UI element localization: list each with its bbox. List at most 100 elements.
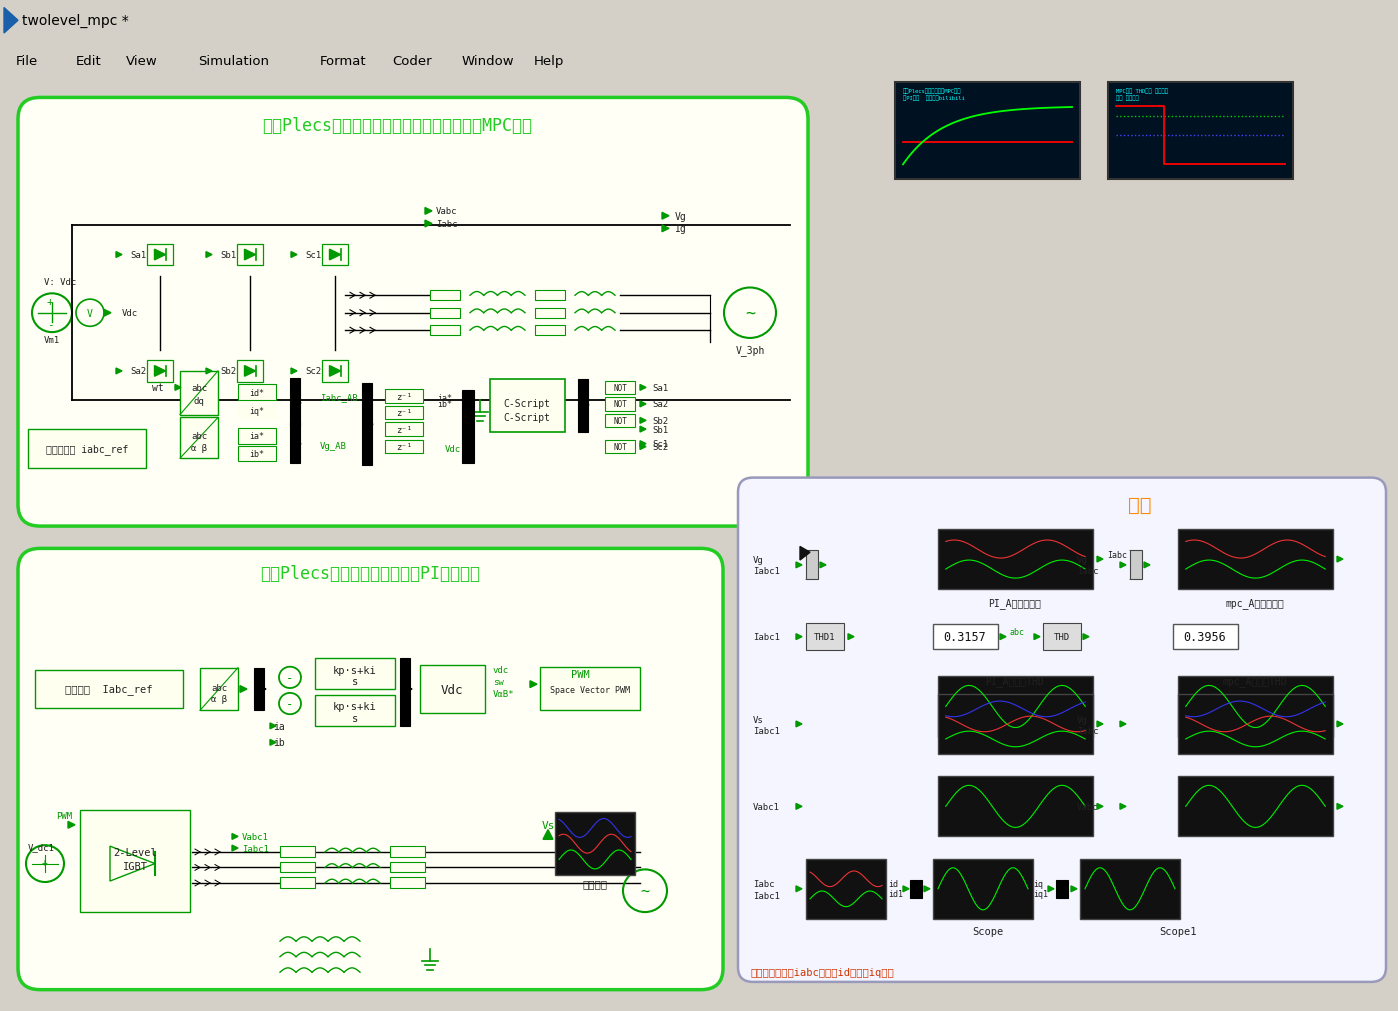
Text: Iabc1: Iabc1 xyxy=(754,727,780,735)
Text: Ig: Ig xyxy=(675,224,686,235)
Text: Scope1: Scope1 xyxy=(1159,926,1197,936)
Polygon shape xyxy=(821,562,826,568)
Bar xyxy=(180,371,218,416)
Text: V: Vdc: V: Vdc xyxy=(43,278,77,287)
Text: Iabc: Iabc xyxy=(1076,727,1099,735)
Text: ia*: ia* xyxy=(438,393,453,402)
Text: ib*: ib* xyxy=(249,450,264,458)
Text: Space Vector PWM: Space Vector PWM xyxy=(549,684,630,694)
Bar xyxy=(932,859,1033,919)
Polygon shape xyxy=(1144,562,1151,568)
Bar xyxy=(362,383,372,465)
Text: 电网电流: 电网电流 xyxy=(583,879,608,888)
Text: Iabc: Iabc xyxy=(754,880,774,889)
Bar xyxy=(400,658,410,726)
Bar xyxy=(147,245,173,266)
Bar xyxy=(461,391,474,464)
Polygon shape xyxy=(640,418,646,424)
Text: kp·s+ki: kp·s+ki xyxy=(333,665,377,675)
Text: Vg: Vg xyxy=(754,555,763,564)
Text: 2-Level: 2-Level xyxy=(113,847,157,857)
Text: z⁻¹: z⁻¹ xyxy=(396,392,412,401)
Bar xyxy=(289,378,301,427)
Bar xyxy=(431,326,460,336)
Text: Sb1: Sb1 xyxy=(219,251,236,260)
Bar xyxy=(315,696,396,726)
Polygon shape xyxy=(425,220,432,227)
Bar xyxy=(938,676,1093,737)
Bar xyxy=(1173,625,1239,650)
Text: Iabc: Iabc xyxy=(1076,566,1099,575)
Text: 基于Plecs的两电平并网逆变器PI控制仿真: 基于Plecs的两电平并网逆变器PI控制仿真 xyxy=(260,564,481,582)
Bar xyxy=(200,668,238,711)
Bar xyxy=(254,668,264,711)
Bar xyxy=(238,429,275,444)
Bar xyxy=(1130,551,1142,580)
Polygon shape xyxy=(103,310,110,316)
Text: NOT: NOT xyxy=(614,383,626,392)
Bar xyxy=(605,397,635,411)
Bar xyxy=(147,361,173,382)
Text: +: + xyxy=(42,856,48,866)
Text: Sa1: Sa1 xyxy=(130,251,147,260)
Polygon shape xyxy=(640,385,646,391)
Text: Vg: Vg xyxy=(1076,555,1088,564)
Text: id: id xyxy=(888,880,898,889)
Text: Sa2: Sa2 xyxy=(130,367,147,376)
Text: Vabc: Vabc xyxy=(436,207,457,216)
Text: Vabc1: Vabc1 xyxy=(754,802,780,811)
Polygon shape xyxy=(116,369,122,374)
Text: Vg: Vg xyxy=(675,211,686,221)
Text: z⁻¹: z⁻¹ xyxy=(396,443,412,452)
Text: s: s xyxy=(352,714,358,724)
Bar xyxy=(384,390,424,403)
Polygon shape xyxy=(1336,557,1343,562)
Bar xyxy=(605,415,635,428)
Text: Vs: Vs xyxy=(541,820,555,830)
Polygon shape xyxy=(368,422,373,428)
Bar xyxy=(910,881,923,898)
Polygon shape xyxy=(69,822,75,828)
Text: Vabc1: Vabc1 xyxy=(242,832,268,841)
Text: ia*: ia* xyxy=(249,432,264,441)
Text: abc: abc xyxy=(192,383,207,392)
Polygon shape xyxy=(1120,562,1125,568)
Text: Scope: Scope xyxy=(973,926,1004,936)
Text: C-Script: C-Script xyxy=(503,413,551,423)
Bar xyxy=(280,846,315,857)
Text: Sc2: Sc2 xyxy=(651,443,668,452)
Polygon shape xyxy=(800,547,809,560)
Polygon shape xyxy=(405,685,412,693)
Bar xyxy=(390,846,425,857)
Polygon shape xyxy=(330,250,341,261)
Polygon shape xyxy=(155,250,165,261)
Polygon shape xyxy=(924,886,930,892)
Bar xyxy=(807,624,844,651)
Polygon shape xyxy=(116,253,122,258)
Text: mpc_A相电流THD: mpc_A相电流THD xyxy=(1223,675,1288,686)
Bar xyxy=(238,385,275,400)
Polygon shape xyxy=(4,8,18,34)
Polygon shape xyxy=(232,834,238,839)
Bar xyxy=(1179,676,1334,737)
Bar xyxy=(938,776,1093,837)
Bar xyxy=(384,406,424,420)
Polygon shape xyxy=(330,366,341,377)
Text: 波形: 波形 xyxy=(1128,495,1152,515)
Polygon shape xyxy=(1336,721,1343,727)
Bar xyxy=(938,695,1093,754)
Text: 性能对比：三相iabc对比、id对比、iq对比: 性能对比：三相iabc对比、id对比、iq对比 xyxy=(749,968,893,978)
Text: iq*: iq* xyxy=(249,406,264,416)
Bar xyxy=(535,291,565,301)
Text: Sb1: Sb1 xyxy=(651,426,668,434)
Text: 参考电流值 iabc_ref: 参考电流值 iabc_ref xyxy=(46,444,129,455)
Bar xyxy=(1179,695,1334,754)
Text: Vg_AB: Vg_AB xyxy=(320,442,347,451)
Text: Iabc1: Iabc1 xyxy=(242,844,268,852)
Polygon shape xyxy=(1120,804,1125,810)
Text: PI_A相电流THD: PI_A相电流THD xyxy=(986,675,1044,686)
Text: NOT: NOT xyxy=(614,400,626,409)
Polygon shape xyxy=(206,369,212,374)
Text: Sa1: Sa1 xyxy=(651,383,668,392)
Text: Iabc: Iabc xyxy=(436,219,457,228)
